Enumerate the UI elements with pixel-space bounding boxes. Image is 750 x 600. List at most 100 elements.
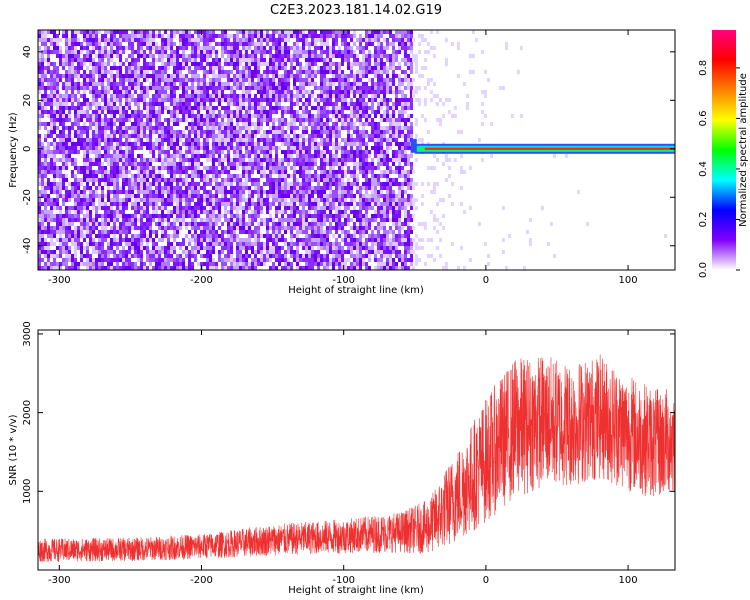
heatmap-cell bbox=[146, 62, 149, 66]
heatmap-cell bbox=[275, 162, 278, 166]
heatmap-cell bbox=[149, 54, 152, 58]
heatmap-cell bbox=[53, 138, 56, 142]
heatmap-cell bbox=[155, 138, 158, 142]
heatmap-cell bbox=[170, 242, 173, 246]
heatmap-cell bbox=[218, 58, 221, 62]
heatmap-cell bbox=[269, 142, 272, 146]
heatmap-cell bbox=[137, 82, 140, 86]
heatmap-cell bbox=[287, 86, 290, 90]
heatmap-cell bbox=[332, 182, 335, 186]
heatmap-cell bbox=[56, 126, 59, 130]
heatmap-cell bbox=[47, 50, 50, 54]
heatmap-cell bbox=[104, 94, 107, 98]
heatmap-cell bbox=[134, 142, 137, 146]
heatmap-cell bbox=[272, 82, 275, 86]
heatmap-cell bbox=[236, 158, 239, 162]
heatmap-cell bbox=[38, 166, 41, 170]
heatmap-cell bbox=[269, 194, 272, 198]
heatmap-cell bbox=[113, 178, 116, 182]
heatmap-cell bbox=[302, 70, 305, 74]
heatmap-cell bbox=[107, 230, 110, 234]
heatmap-cell bbox=[260, 34, 263, 38]
heatmap-cell bbox=[248, 226, 251, 230]
heatmap-cell bbox=[140, 222, 143, 226]
heatmap-cell bbox=[197, 66, 200, 70]
heatmap-cell bbox=[62, 154, 65, 158]
heatmap-cell bbox=[86, 254, 89, 258]
heatmap-cell bbox=[275, 70, 278, 74]
heatmap-cell bbox=[116, 98, 119, 102]
heatmap-cell bbox=[44, 206, 47, 210]
heatmap-cell bbox=[299, 194, 302, 198]
heatmap-cell bbox=[41, 210, 44, 214]
heatmap-cell bbox=[122, 202, 125, 206]
heatmap-cell bbox=[251, 202, 254, 206]
heatmap-cell bbox=[242, 262, 245, 266]
heatmap-cell bbox=[263, 234, 266, 238]
heatmap-cell bbox=[281, 34, 284, 38]
heatmap-cell bbox=[218, 190, 221, 194]
heatmap-cell bbox=[254, 66, 257, 70]
heatmap-cell bbox=[317, 186, 320, 190]
heatmap-cell bbox=[284, 82, 287, 86]
heatmap-cell bbox=[206, 46, 209, 50]
heatmap-cell bbox=[116, 146, 119, 150]
heatmap-cell bbox=[44, 254, 47, 258]
heatmap-cell bbox=[83, 190, 86, 194]
heatmap-cell bbox=[323, 122, 326, 126]
heatmap-cell bbox=[47, 166, 50, 170]
heatmap-cell bbox=[272, 226, 275, 230]
heatmap-cell bbox=[200, 126, 203, 130]
heatmap-cell bbox=[284, 230, 287, 234]
heatmap-cell bbox=[227, 174, 230, 178]
heatmap-cell bbox=[62, 202, 65, 206]
heatmap-cell bbox=[101, 34, 104, 38]
heatmap-cell bbox=[221, 82, 224, 86]
heatmap-cell bbox=[86, 206, 89, 210]
heatmap-cell bbox=[41, 114, 44, 118]
heatmap-cell bbox=[212, 258, 215, 262]
heatmap-cell bbox=[188, 258, 191, 262]
heatmap-cell bbox=[272, 186, 275, 190]
heatmap-cell bbox=[59, 214, 62, 218]
heatmap-cell bbox=[161, 110, 164, 114]
heatmap-cell bbox=[149, 118, 152, 122]
heatmap-cell bbox=[239, 30, 242, 34]
heatmap-cell bbox=[188, 34, 191, 38]
heatmap-cell bbox=[221, 266, 224, 270]
heatmap-cell bbox=[329, 186, 332, 190]
heatmap-cell bbox=[131, 218, 134, 222]
heatmap-cell bbox=[146, 206, 149, 210]
heatmap-cell bbox=[38, 90, 41, 94]
heatmap-cell bbox=[263, 134, 266, 138]
heatmap-cell bbox=[125, 266, 128, 270]
heatmap-cell bbox=[71, 214, 74, 218]
heatmap-cell bbox=[278, 250, 281, 254]
heatmap-cell bbox=[65, 98, 68, 102]
heatmap-cell bbox=[116, 66, 119, 70]
heatmap-cell bbox=[152, 70, 155, 74]
heatmap-cell bbox=[155, 190, 158, 194]
heatmap-cell bbox=[41, 150, 44, 154]
heatmap-cell bbox=[56, 102, 59, 106]
heatmap-cell bbox=[239, 182, 242, 186]
heatmap-cell bbox=[320, 174, 323, 178]
heatmap-cell bbox=[71, 234, 74, 238]
heatmap-cell bbox=[230, 62, 233, 66]
heatmap-cell bbox=[305, 250, 308, 254]
heatmap-cell bbox=[131, 202, 134, 206]
heatmap-cell bbox=[224, 258, 227, 262]
heatmap-cell bbox=[83, 254, 86, 258]
heatmap-cell bbox=[332, 226, 335, 230]
heatmap-cell bbox=[155, 146, 158, 150]
heatmap-cell bbox=[227, 258, 230, 262]
heatmap-cell bbox=[254, 102, 257, 106]
heatmap-cell bbox=[182, 238, 185, 242]
heatmap-cell bbox=[224, 230, 227, 234]
heatmap-cell bbox=[116, 82, 119, 86]
heatmap-cell bbox=[206, 142, 209, 146]
heatmap-cell bbox=[287, 158, 290, 162]
heatmap-cell bbox=[278, 102, 281, 106]
heatmap-cell bbox=[56, 158, 59, 162]
heatmap-cell bbox=[68, 246, 71, 250]
